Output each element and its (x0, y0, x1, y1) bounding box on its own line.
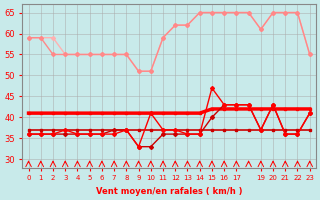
X-axis label: Vent moyen/en rafales ( km/h ): Vent moyen/en rafales ( km/h ) (96, 187, 242, 196)
